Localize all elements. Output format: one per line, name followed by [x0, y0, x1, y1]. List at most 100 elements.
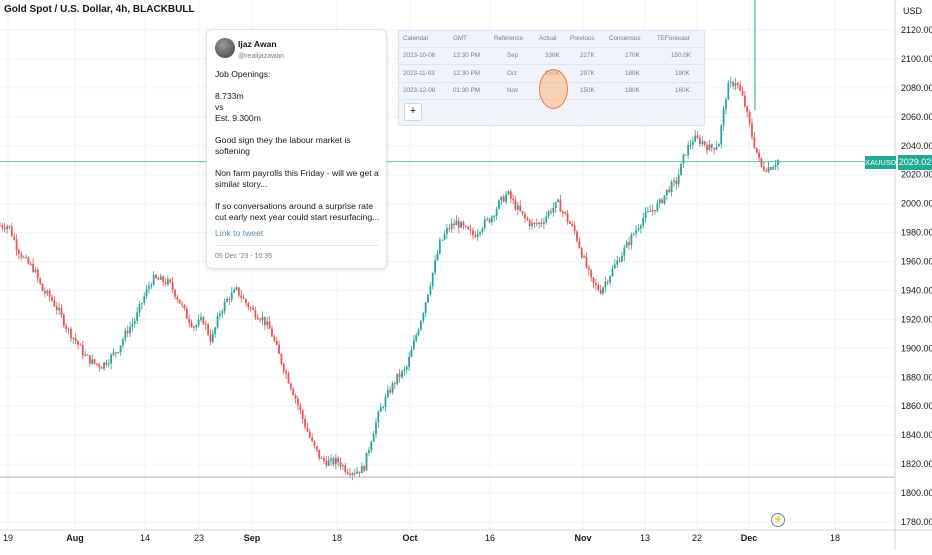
- candle-body: [202, 317, 205, 325]
- candle-body: [770, 167, 772, 170]
- cell-reference: Sep: [507, 52, 519, 59]
- candle-body: [448, 228, 451, 230]
- candle-body: [377, 411, 380, 423]
- candle-body: [777, 160, 779, 165]
- candle-body: [188, 318, 191, 323]
- candle-body: [639, 225, 642, 229]
- candle-body: [211, 333, 214, 342]
- candle-body: [145, 289, 148, 297]
- candle-body: [275, 340, 278, 345]
- y-tick-label: 1960.00: [901, 257, 932, 267]
- candle-body: [545, 216, 548, 223]
- candle-body: [625, 242, 628, 248]
- candle-body: [360, 465, 363, 474]
- candle-body: [263, 316, 266, 326]
- candle-body: [457, 220, 460, 228]
- candle-body: [736, 82, 739, 85]
- x-tick-label: Aug: [66, 533, 84, 543]
- candle-body: [230, 292, 233, 300]
- link-to-tweet[interactable]: Link to tweet: [215, 228, 264, 238]
- candle-body: [344, 465, 347, 472]
- candle-body: [237, 287, 240, 296]
- candle-body: [613, 264, 616, 269]
- lightning-icon[interactable]: ⚡: [771, 513, 785, 527]
- candle-body: [183, 304, 186, 309]
- candle-body: [60, 307, 63, 315]
- candle-body: [441, 239, 444, 241]
- candle-body: [143, 296, 146, 304]
- y-tick-label: 2040.00: [901, 141, 932, 151]
- candle-body: [150, 284, 153, 287]
- candle-body: [561, 211, 564, 213]
- candle-body: [694, 135, 697, 142]
- cell-date: 2023-11-03: [403, 70, 435, 77]
- candle-body: [689, 144, 692, 146]
- candle-body: [6, 226, 8, 230]
- candle-body: [271, 328, 273, 337]
- candle-body: [278, 344, 280, 354]
- candle-body: [256, 317, 259, 320]
- candle-body: [552, 207, 555, 213]
- candle-body: [294, 395, 297, 399]
- candle-body: [223, 301, 226, 312]
- candle-body: [569, 221, 571, 224]
- candle-body: [152, 274, 155, 285]
- add-row-button[interactable]: +: [404, 103, 422, 121]
- candle-body: [547, 211, 550, 217]
- y-tick-label: 2060.00: [901, 112, 932, 122]
- candle-body: [460, 222, 463, 228]
- candle-body: [27, 257, 30, 264]
- candle-body: [131, 323, 134, 327]
- avatar: [215, 38, 235, 58]
- candle-body: [98, 364, 101, 368]
- y-tick-label: 1860.00: [901, 401, 932, 411]
- candle-body: [772, 166, 775, 170]
- candle-body: [65, 325, 68, 330]
- candle-body: [429, 285, 432, 295]
- x-tick-label: 18: [332, 533, 342, 543]
- candle-body: [386, 390, 389, 397]
- candle-body: [493, 216, 496, 218]
- candle-body: [687, 145, 690, 156]
- candle-body: [710, 144, 713, 148]
- candle-body: [580, 248, 583, 258]
- candle-body: [140, 303, 143, 305]
- candle-body: [571, 223, 574, 226]
- candle-body: [3, 227, 6, 230]
- candle-body: [330, 458, 332, 461]
- candle-body: [684, 154, 687, 156]
- candle-body: [384, 396, 387, 408]
- candle-body: [597, 285, 600, 290]
- candle-body: [315, 446, 318, 450]
- x-tick-label: 19: [3, 533, 13, 543]
- candle-body: [346, 471, 349, 474]
- candle-body: [729, 81, 732, 83]
- candle-body: [51, 296, 53, 301]
- candle-body: [765, 170, 768, 172]
- candle-body: [219, 313, 221, 317]
- candle-body: [658, 199, 661, 204]
- candle-body: [691, 141, 694, 145]
- candle-body: [542, 222, 545, 224]
- candle-body: [434, 260, 437, 273]
- candle-body: [327, 460, 330, 466]
- candle-body: [266, 321, 269, 326]
- candle-body: [48, 290, 51, 297]
- symbol-label: XAUUSD: [865, 156, 897, 169]
- candle-body: [462, 222, 465, 226]
- header-calendar: Calendar: [403, 35, 429, 42]
- candle-body: [533, 222, 536, 224]
- candle-body: [358, 471, 361, 474]
- currency-label[interactable]: USD: [903, 6, 923, 16]
- x-tick-label: 13: [640, 533, 650, 543]
- header-reference: Reference: [494, 35, 524, 42]
- candle-body: [521, 211, 524, 214]
- candle-body: [424, 302, 427, 314]
- x-tick-label: 14: [140, 533, 150, 543]
- candle-body: [505, 194, 507, 202]
- y-tick-label: 2000.00: [901, 199, 932, 209]
- candle-body: [391, 383, 394, 393]
- candle-body: [727, 82, 730, 100]
